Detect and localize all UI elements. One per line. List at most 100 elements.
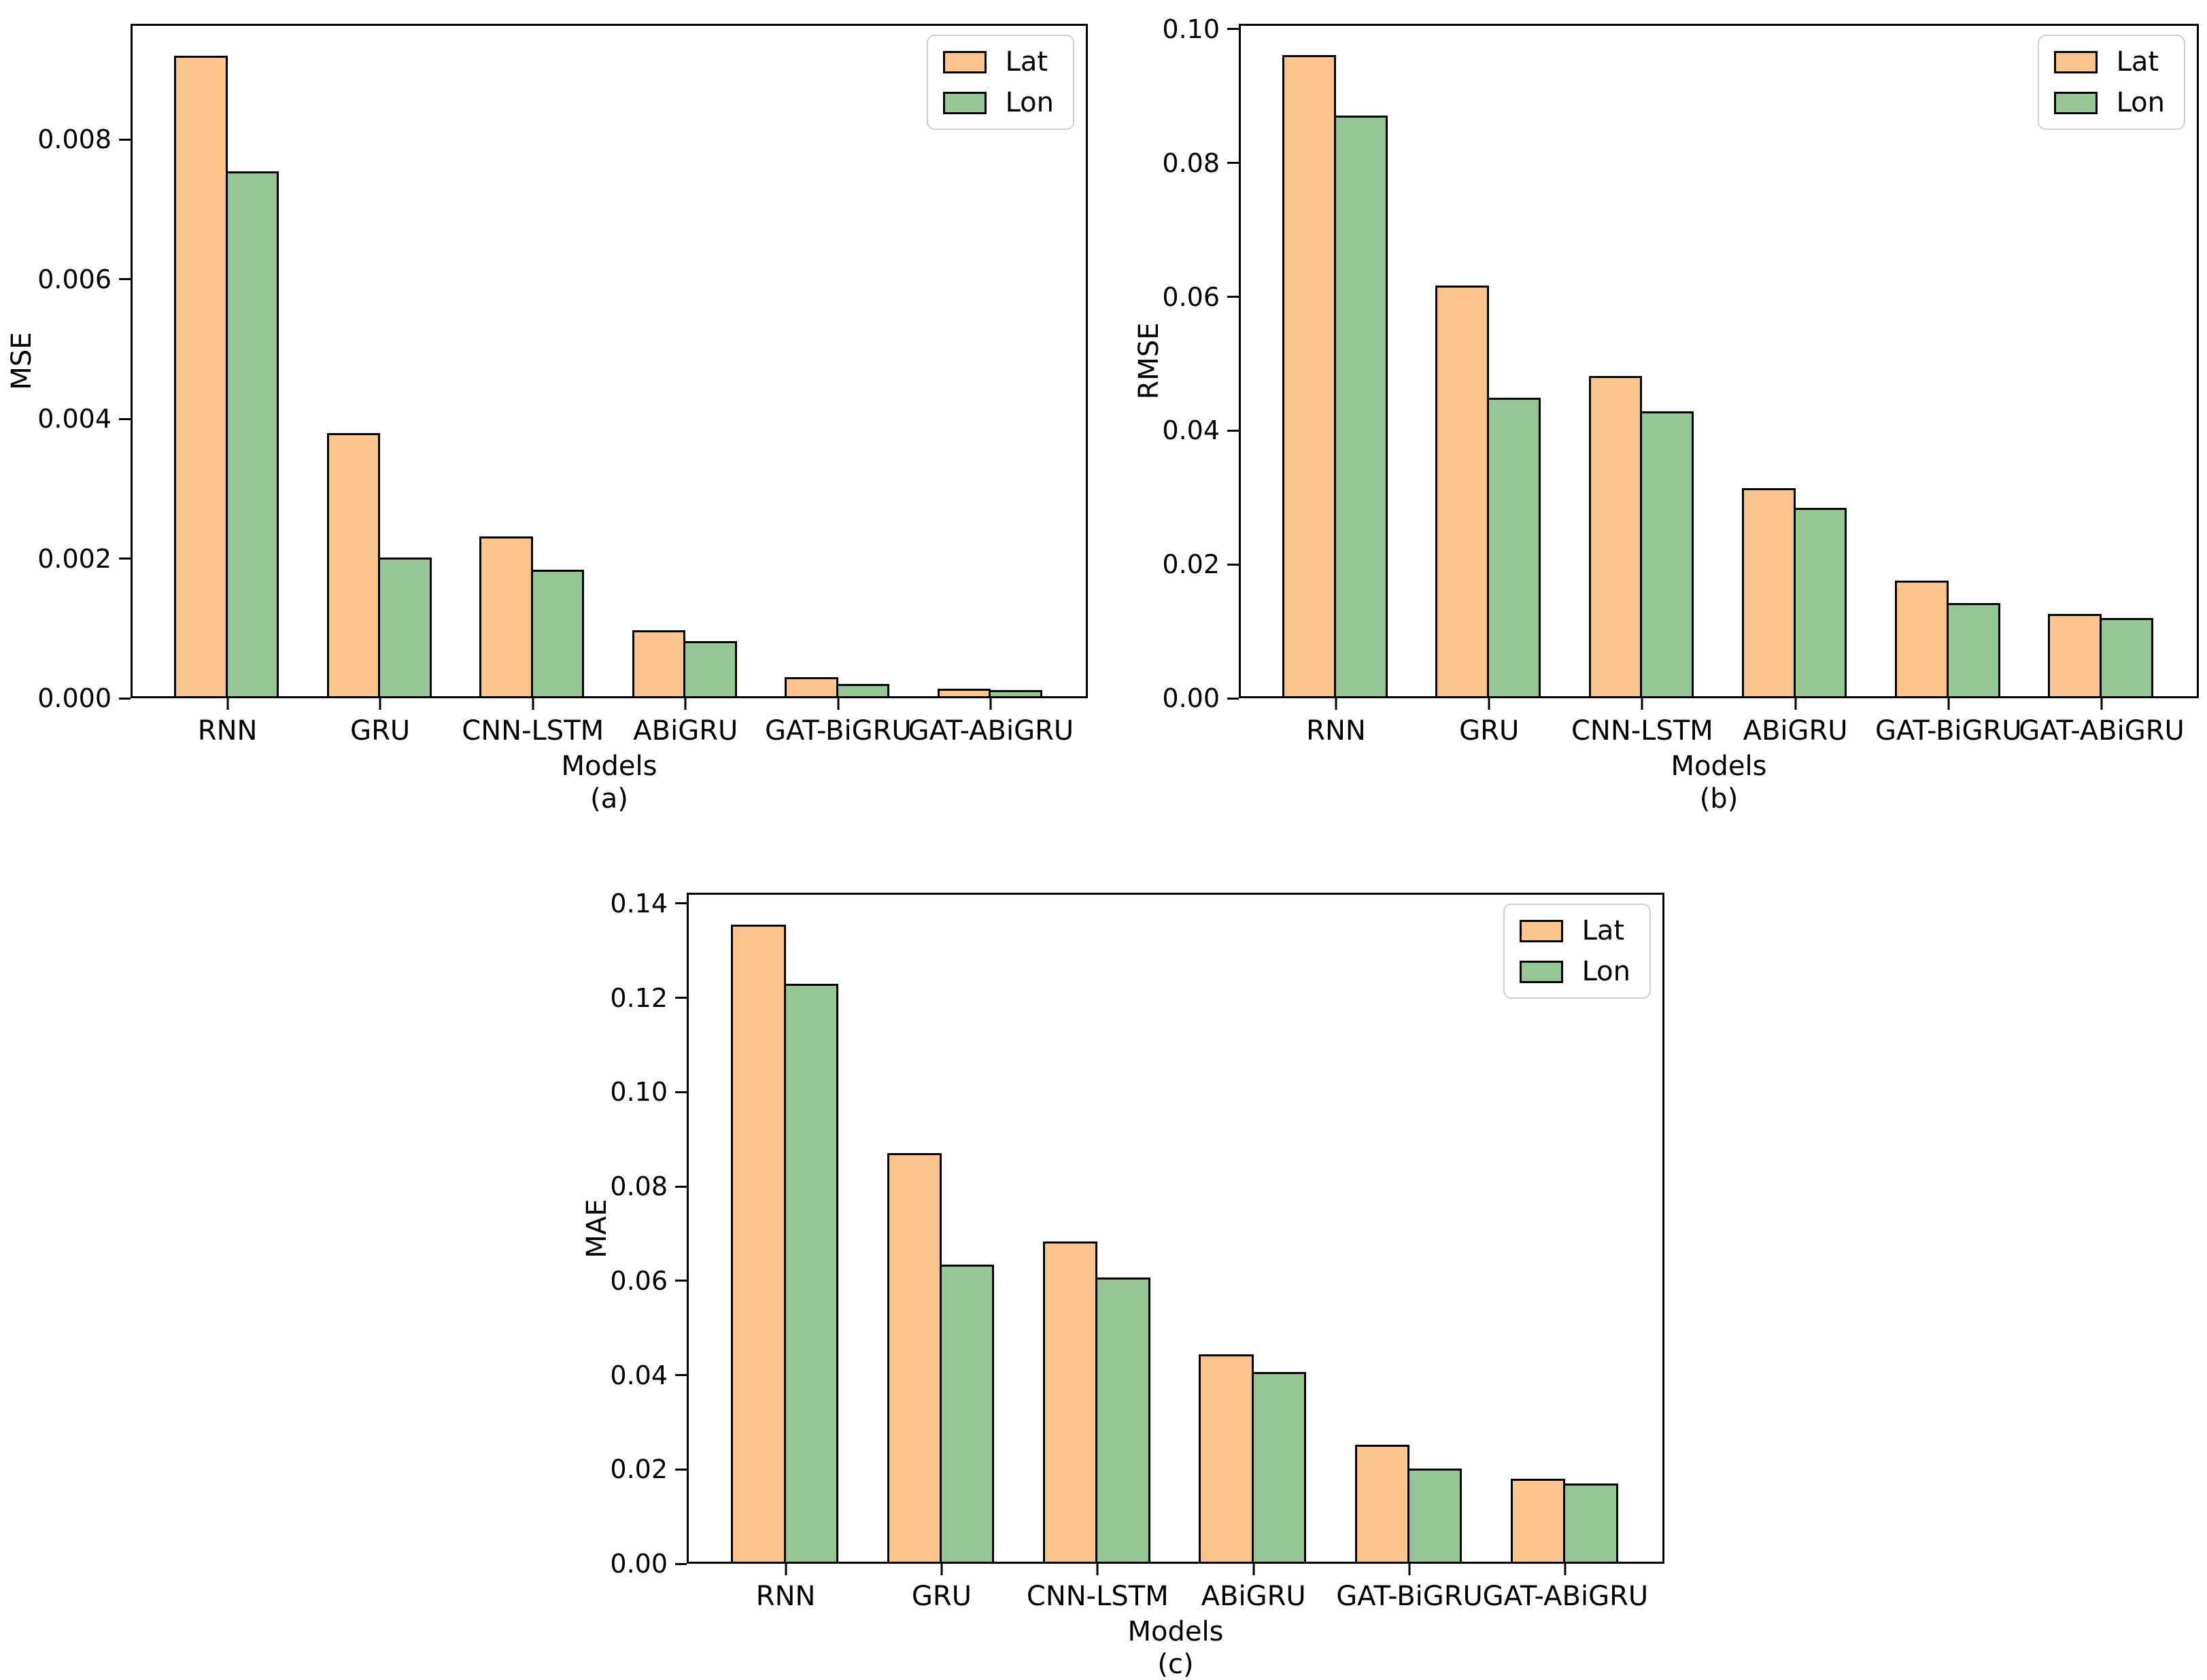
y-tick: [1227, 162, 1239, 165]
legend-item: Lon: [1519, 958, 1630, 985]
y-tick: [1227, 28, 1239, 31]
x-tick-label: CNN-LSTM: [1571, 715, 1713, 747]
y-tick-label: 0.14: [610, 888, 668, 919]
x-axis-label: Models: [1671, 751, 1767, 782]
x-tick-label: GRU: [1459, 715, 1520, 747]
bar-lon-gat-abigru: [1563, 1484, 1618, 1564]
bar-lat-cnn-lstm: [479, 536, 533, 698]
bar-lat-gat-abigru: [1511, 1479, 1566, 1564]
x-tick-label: GAT-ABiGRU: [1482, 1581, 1649, 1612]
y-axis-label: MAE: [581, 1198, 613, 1258]
y-tick-label: 0.000: [37, 683, 112, 713]
x-tick-label: CNN-LSTM: [462, 715, 604, 747]
y-tick: [119, 417, 131, 420]
legend-item: Lon: [942, 87, 1054, 118]
bar-lon-cnn-lstm: [530, 570, 585, 698]
legend: Lat Lon: [2037, 35, 2185, 130]
bar-lon-gat-bigru: [836, 684, 890, 698]
x-tick-label: GRU: [350, 715, 411, 747]
x-tick: [684, 698, 687, 710]
bar-lat-gat-bigru: [785, 677, 838, 698]
y-tick: [119, 278, 131, 281]
x-tick-label: ABiGRU: [1743, 715, 1848, 747]
legend-item: Lat: [1519, 917, 1630, 944]
bar-lon-abigru: [683, 640, 737, 698]
bar-lon-abigru: [1251, 1371, 1306, 1564]
legend-item: Lon: [2053, 87, 2165, 118]
x-tick: [785, 1564, 787, 1575]
subplot-caption: (b): [1699, 783, 1739, 815]
legend-swatch-lat: [942, 50, 987, 73]
plot-area: [1239, 24, 2199, 698]
x-tick: [379, 698, 381, 710]
y-tick-label: 0.04: [1162, 415, 1220, 446]
y-tick-label: 0.02: [1162, 549, 1220, 580]
x-tick: [1641, 698, 1643, 710]
bar-lon-abigru: [1793, 507, 1847, 698]
y-tick: [675, 1562, 687, 1565]
bar-lon-rnn: [225, 171, 279, 698]
legend-item: Lat: [2053, 46, 2165, 78]
bar-lon-gru: [1487, 398, 1541, 698]
legend-label: Lat: [1005, 46, 1048, 78]
x-tick-label: GAT-ABiGRU: [908, 715, 1074, 747]
legend-swatch-lon: [942, 91, 987, 114]
subplot-caption: (a): [590, 783, 628, 815]
y-tick: [675, 997, 687, 999]
bar-lon-cnn-lstm: [1640, 411, 1694, 698]
bar-lon-gru: [939, 1264, 995, 1564]
subplot-caption: (c): [1157, 1649, 1194, 1680]
y-tick-label: 0.08: [1162, 148, 1220, 178]
x-tick-label: GAT-ABiGRU: [2019, 715, 2185, 747]
x-tick: [532, 698, 534, 710]
x-tick-label: GRU: [911, 1581, 972, 1612]
bar-lon-gru: [378, 557, 432, 698]
bar-lon-rnn: [1334, 115, 1388, 698]
x-tick-label: GAT-BiGRU: [1336, 1581, 1483, 1612]
y-axis-label: MSE: [6, 332, 37, 390]
bar-lon-gat-abigru: [989, 689, 1042, 698]
bar-lat-gat-abigru: [937, 688, 991, 698]
y-tick: [119, 138, 131, 141]
x-axis-label: Models: [561, 751, 657, 782]
y-tick: [675, 1468, 687, 1471]
x-tick: [837, 698, 840, 710]
legend-label: Lon: [2116, 87, 2165, 118]
y-tick-label: 0.08: [610, 1171, 668, 1202]
bar-lon-gat-abigru: [2099, 617, 2153, 698]
y-tick-label: 0.002: [37, 543, 112, 574]
chart-b-rmse: 0.00 0.02 0.04 0.06 0.08 0.10 RNN GRU CNN-LSTM AB…: [1133, 16, 2199, 812]
x-tick: [1096, 1564, 1099, 1575]
legend: Lat Lon: [926, 35, 1074, 130]
legend-label: Lon: [1005, 87, 1054, 118]
bar-lat-rnn: [1282, 55, 1336, 698]
y-tick-label: 0.04: [610, 1360, 668, 1390]
y-tick: [675, 1091, 687, 1093]
y-tick: [119, 558, 131, 560]
x-tick: [1488, 698, 1490, 710]
y-tick-label: 0.02: [610, 1454, 668, 1485]
bar-lon-cnn-lstm: [1095, 1277, 1150, 1564]
bar-lat-gru: [887, 1153, 942, 1564]
legend-swatch-lon: [2053, 91, 2098, 114]
x-tick-label: RNN: [755, 1581, 816, 1612]
legend-swatch-lon: [1519, 960, 1563, 983]
plot-area: [131, 24, 1088, 698]
y-tick-label: 0.006: [37, 264, 112, 294]
x-tick: [1564, 1564, 1567, 1575]
y-tick-label: 0.10: [610, 1077, 668, 1108]
y-tick-label: 0.00: [610, 1549, 668, 1579]
x-tick-label: GAT-BiGRU: [765, 715, 912, 747]
legend-label: Lat: [2116, 46, 2159, 78]
y-tick: [1227, 296, 1239, 298]
x-tick: [2100, 698, 2103, 710]
y-tick-label: 0.10: [1162, 14, 1220, 44]
x-axis-label: Models: [1127, 1616, 1224, 1647]
y-tick: [675, 902, 687, 905]
x-tick-label: RNN: [1306, 715, 1366, 747]
y-tick-label: 0.008: [37, 124, 112, 155]
legend-swatch-lat: [2053, 50, 2098, 73]
bar-lat-abigru: [1199, 1354, 1254, 1564]
y-axis-label: RMSE: [1133, 322, 1165, 400]
y-tick-label: 0.00: [1162, 683, 1220, 713]
